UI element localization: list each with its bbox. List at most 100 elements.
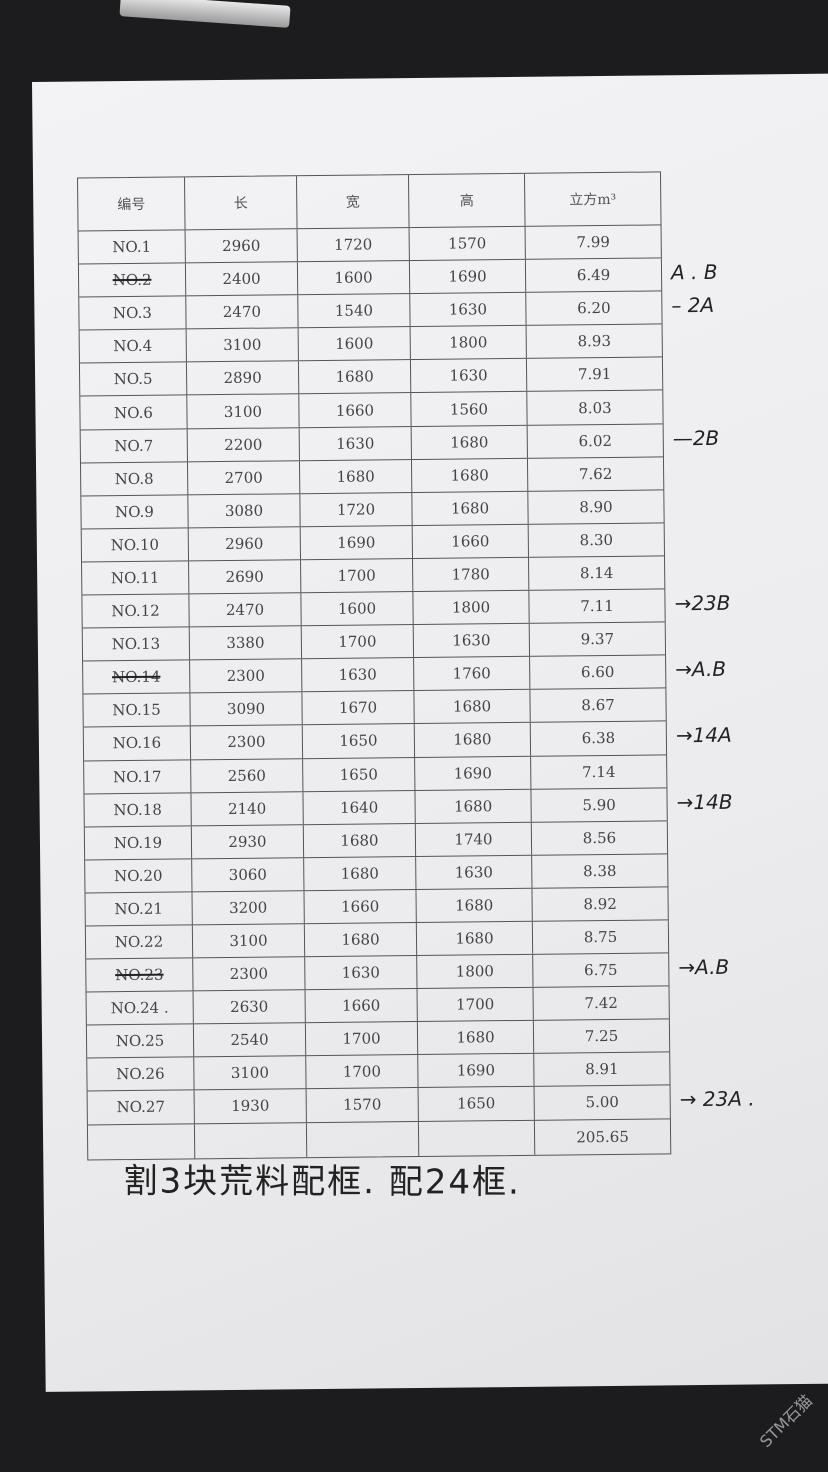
cell-volume: 8.90: [527, 490, 664, 524]
cell-width: 1570: [305, 1088, 418, 1122]
cell-id: NO.20: [114, 866, 163, 886]
total-volume: 205.65: [533, 1118, 671, 1155]
cell-width: 1660: [304, 989, 417, 1023]
cell-volume: 8.75: [531, 920, 669, 954]
cell-id: NO.9: [114, 502, 155, 521]
cell-length: 2700: [186, 460, 300, 495]
cell-height: 1760: [413, 657, 530, 691]
cell-volume: 7.99: [524, 225, 661, 259]
empty-cell: [193, 1122, 307, 1158]
cell-width: 1650: [302, 757, 415, 791]
paper-sheet: 编号 长 宽 高 立方m³ NO.1 2960 1720 1570 7.99 NO.2 24…: [32, 73, 828, 1392]
cell-id: NO.16: [112, 734, 162, 753]
cell-id: NO.21: [114, 899, 163, 919]
cell-id: NO.6: [113, 403, 153, 422]
cell-volume: 6.49: [524, 258, 662, 293]
watermark: STM石猫: [756, 1391, 817, 1452]
cell-length: 1930: [193, 1089, 306, 1123]
cell-height: 1680: [413, 690, 530, 724]
cell-width: 1680: [298, 459, 412, 493]
cell-volume: 6.20: [525, 291, 662, 326]
cell-length: 2930: [190, 824, 304, 859]
cell-height: 1680: [411, 491, 528, 525]
cell-volume: 8.91: [533, 1052, 670, 1087]
cell-width: 1700: [304, 1022, 418, 1056]
cell-volume: 8.93: [525, 324, 662, 359]
cell-width: 1630: [298, 426, 411, 460]
cell-height: 1680: [414, 789, 531, 823]
cell-width: 1640: [302, 790, 415, 824]
cell-id: NO.1: [112, 237, 152, 257]
cell-width: 1680: [303, 856, 416, 891]
cell-volume: 6.02: [526, 423, 663, 458]
cell-height: 1690: [408, 259, 526, 294]
cell-length: 2470: [185, 295, 298, 329]
cell-width: 1700: [300, 558, 413, 593]
cell-width: 1690: [299, 525, 413, 560]
cell-length: 2890: [185, 361, 299, 395]
handwritten-annotation: →14B: [676, 789, 733, 814]
cell-volume: 6.60: [529, 655, 666, 690]
header-width: 宽: [296, 175, 409, 229]
cell-height: 1560: [410, 392, 527, 426]
cell-length: 3100: [186, 394, 299, 428]
cell-volume: 8.67: [529, 688, 666, 723]
cell-height: 1800: [416, 954, 533, 989]
cell-id: NO.25: [115, 1031, 165, 1051]
header-id: 编号: [117, 196, 146, 214]
cell-length: 2560: [190, 758, 303, 792]
cell-width: 1600: [300, 592, 413, 626]
cell-width: 1660: [298, 393, 411, 427]
cell-height: 1570: [408, 226, 525, 261]
cell-volume: 7.91: [525, 357, 663, 392]
cell-width: 1720: [299, 492, 412, 527]
header-height: 高: [407, 173, 525, 228]
cell-height: 1680: [416, 1021, 534, 1055]
cell-id: NO.22: [114, 932, 164, 952]
cell-length: 2300: [192, 957, 305, 991]
cell-id: NO.8: [114, 469, 154, 488]
cell-length: 2470: [188, 593, 301, 627]
cell-length: 2540: [192, 1023, 306, 1057]
cell-height: 1800: [409, 326, 526, 360]
cell-width: 1600: [296, 261, 410, 295]
cell-height: 1680: [410, 458, 528, 492]
cell-volume: 8.92: [531, 887, 668, 921]
cell-length: 2960: [187, 527, 301, 561]
cell-width: 1630: [301, 658, 414, 692]
cell-length: 3100: [191, 924, 305, 958]
cell-volume: 5.00: [533, 1085, 670, 1120]
cell-height: 1690: [414, 756, 531, 790]
cell-id: NO.4: [113, 337, 153, 356]
cell-height: 1630: [415, 855, 532, 889]
cell-length: 3200: [191, 891, 304, 925]
cell-length: 3090: [189, 692, 302, 726]
cell-width: 1700: [305, 1055, 418, 1089]
cell-length: 2300: [189, 659, 302, 693]
cell-width: 1680: [302, 823, 416, 857]
cell-width: 1650: [301, 724, 415, 758]
cell-volume: 7.42: [532, 986, 669, 1021]
cell-volume: 6.75: [532, 953, 669, 987]
cell-length: 3380: [188, 626, 302, 660]
cell-length: 2960: [184, 229, 297, 263]
cell-height: 1630: [409, 359, 527, 393]
cell-id: NO.26: [116, 1065, 165, 1084]
cell-id: NO.14: [111, 667, 161, 687]
handwritten-annotation: → 23A .: [679, 1086, 755, 1112]
header-length: 长: [184, 176, 297, 230]
cell-height: 1680: [413, 723, 531, 757]
cell-height: 1680: [415, 888, 532, 922]
cell-id: NO.18: [113, 800, 162, 819]
cell-height: 1630: [412, 623, 530, 658]
pen: [119, 0, 291, 28]
cell-id: NO.27: [116, 1098, 166, 1117]
cell-id: NO.7: [114, 436, 154, 455]
cell-length: 2690: [188, 560, 301, 594]
cell-height: 1700: [416, 987, 533, 1022]
cell-volume: 6.38: [529, 721, 667, 756]
handwritten-annotation: A . B: [670, 259, 718, 285]
cell-length: 2140: [190, 791, 303, 826]
cell-width: 1630: [304, 956, 417, 990]
cell-id: NO.10: [110, 535, 160, 555]
